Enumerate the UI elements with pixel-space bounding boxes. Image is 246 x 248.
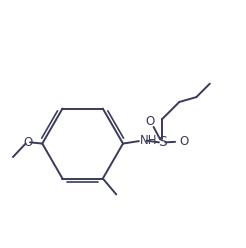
Text: NH: NH [139,134,157,147]
Text: O: O [23,136,32,149]
Text: O: O [179,135,188,148]
Text: O: O [146,115,155,127]
Text: S: S [158,135,167,149]
